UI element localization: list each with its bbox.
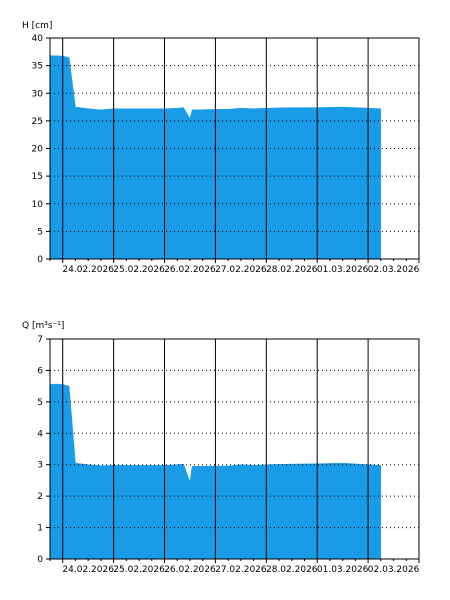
x-tick-label: 26.02.2026 xyxy=(164,265,216,275)
x-tick-label: 02.03.2026 xyxy=(368,265,420,275)
y-tick-label: 1 xyxy=(37,524,43,534)
y-tick-label: 10 xyxy=(32,200,44,210)
x-tick-label: 27.02.2026 xyxy=(215,565,267,575)
y-tick-label: 30 xyxy=(32,89,44,99)
x-tick-label: 25.02.2026 xyxy=(113,565,165,575)
x-tick-label: 28.02.2026 xyxy=(266,265,318,275)
x-tick-label: 01.03.2026 xyxy=(317,265,369,275)
y-axis-label: H [cm] xyxy=(22,21,52,31)
x-tick-label: 28.02.2026 xyxy=(266,565,318,575)
x-tick-label: 01.03.2026 xyxy=(317,565,369,575)
y-tick-label: 7 xyxy=(37,335,43,345)
y-tick-label: 3 xyxy=(37,461,43,471)
y-tick-label: 4 xyxy=(37,429,43,439)
x-tick-label: 26.02.2026 xyxy=(164,565,216,575)
plot-frame xyxy=(49,338,420,560)
x-tick-label: 25.02.2026 xyxy=(113,265,165,275)
y-tick-label: 2 xyxy=(37,492,43,502)
y-axis-label: Q [m³s⁻¹] xyxy=(22,321,64,331)
y-tick-label: 35 xyxy=(32,62,43,72)
y-tick-label: 5 xyxy=(37,227,43,237)
x-tick-label: 24.02.2026 xyxy=(62,265,114,275)
y-tick-label: 0 xyxy=(37,255,43,265)
chart-1: 0 5 10 15 20 25 30 35 40 24.02.2026 25.02.2026 26.0… xyxy=(22,21,420,275)
y-tick-label: 0 xyxy=(37,555,43,565)
y-tick-label: 5 xyxy=(37,398,43,408)
x-tick-label: 27.02.2026 xyxy=(215,265,267,275)
x-tick-label: 24.02.2026 xyxy=(62,565,114,575)
y-tick-label: 15 xyxy=(32,172,43,182)
y-tick-label: 40 xyxy=(32,34,44,44)
y-tick-label: 20 xyxy=(32,145,44,155)
x-tick-label: 02.03.2026 xyxy=(368,565,420,575)
y-tick-label: 25 xyxy=(32,117,43,127)
chart-2: 0 1 2 3 4 5 6 7 24.02.2026 25.02.2026 26.02.2026 27… xyxy=(22,321,420,575)
y-tick-label: 6 xyxy=(37,366,43,376)
